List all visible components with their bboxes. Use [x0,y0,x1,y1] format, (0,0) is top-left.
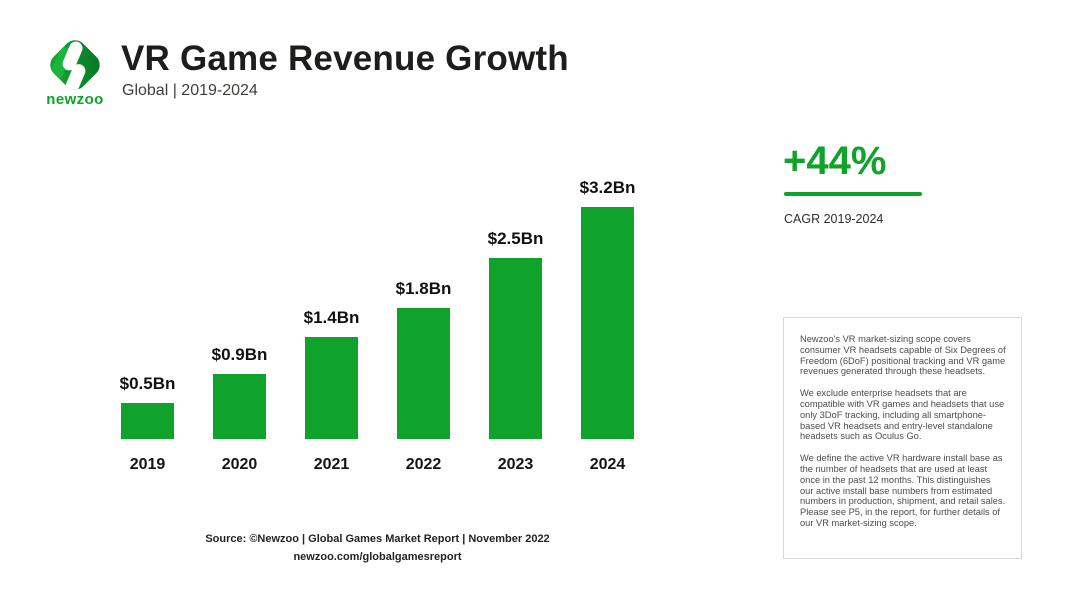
bar-column: $0.5Bn [119,374,176,439]
cagr-label: CAGR 2019-2024 [784,212,884,226]
bar-value-label: $0.9Bn [211,345,268,364]
bar-value-label: $1.4Bn [303,308,360,327]
bar-column: $1.8Bn [395,279,452,439]
source-attribution: Source: ©Newzoo | Global Games Market Re… [121,534,634,563]
source-url: newzoo.com/globalgamesreport [293,551,462,563]
bar-value-label: $3.2Bn [579,178,636,197]
page-subtitle: Global | 2019-2024 [122,82,258,99]
note-paragraph: We define the active VR hardware install… [800,453,1006,528]
bar-column: $2.5Bn [487,229,544,439]
bar-column: $1.4Bn [303,308,360,439]
bar [397,308,450,439]
bar-value-label: $2.5Bn [487,229,544,248]
bar-value-label: $0.5Bn [119,374,176,393]
bar [121,403,174,439]
newzoo-wordmark: newzoo [46,91,104,108]
bar [581,207,634,439]
note-paragraph: Newzoo's VR market-sizing scope covers c… [800,334,1006,377]
year-tick-label: 2019 [129,456,166,473]
bar [305,337,358,439]
bar [213,374,266,439]
bar-chart-year-axis: 2019 2020 2021 2022 2023 2024 [121,457,634,473]
newzoo-logo-icon [50,40,100,94]
year-tick-label: 2020 [221,456,258,473]
page-title: VR Game Revenue Growth [121,39,569,78]
year-tick-label: 2023 [497,456,534,473]
source-line: Source: ©Newzoo | Global Games Market Re… [205,533,550,545]
cagr-underline [784,192,922,196]
year-tick-label: 2022 [405,456,442,473]
bar-chart-bars: $0.5Bn $0.9Bn $1.4Bn $1.8Bn $2.5Bn $3.2Bn [119,170,636,439]
bar [489,258,542,439]
bar-column: $0.9Bn [211,345,268,439]
bar-column: $3.2Bn [579,178,636,439]
cagr-value: +44% [783,139,887,183]
bar-value-label: $1.8Bn [395,279,452,298]
year-tick-label: 2024 [589,456,626,473]
year-tick-label: 2021 [313,456,350,473]
note-paragraph: We exclude enterprise headsets that are … [800,388,1005,442]
methodology-note-box: Newzoo's VR market-sizing scope covers c… [783,317,1022,559]
